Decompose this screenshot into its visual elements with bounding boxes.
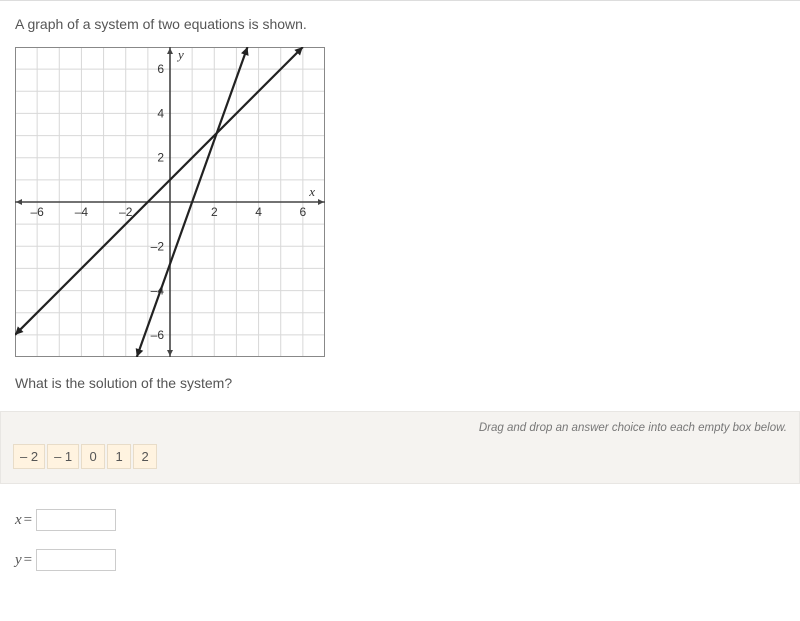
svg-text:4: 4: [255, 205, 262, 219]
answer-choices-panel: Drag and drop an answer choice into each…: [0, 411, 800, 484]
drop-slot-x[interactable]: [36, 509, 116, 531]
answer-choice[interactable]: – 2: [13, 444, 45, 469]
answer-choice[interactable]: – 1: [47, 444, 79, 469]
answer-choice[interactable]: 2: [133, 444, 157, 469]
equals-sign: =: [24, 512, 32, 529]
answer-variable-label: y: [15, 552, 22, 569]
svg-text:2: 2: [157, 151, 164, 165]
answer-row-y: y =: [15, 549, 785, 571]
svg-text:6: 6: [300, 205, 307, 219]
svg-text:–2: –2: [119, 205, 133, 219]
svg-text:–2: –2: [151, 239, 165, 253]
svg-text:2: 2: [211, 205, 218, 219]
answer-row-x: x =: [15, 509, 785, 531]
svg-text:x: x: [308, 184, 315, 199]
question-prompt: A graph of a system of two equations is …: [15, 16, 785, 32]
equals-sign: =: [24, 552, 32, 569]
svg-text:y: y: [176, 47, 184, 62]
drag-drop-hint: Drag and drop an answer choice into each…: [13, 422, 787, 434]
svg-text:–6: –6: [151, 328, 165, 342]
svg-text:6: 6: [157, 62, 164, 76]
answer-variable-label: x: [15, 512, 22, 529]
question-text: What is the solution of the system?: [15, 375, 785, 391]
svg-text:4: 4: [157, 106, 164, 120]
answer-choice[interactable]: 1: [107, 444, 131, 469]
graph: –6–4–2246–6–4–2246xy: [15, 47, 785, 360]
drop-slot-y[interactable]: [36, 549, 116, 571]
answer-choice[interactable]: 0: [81, 444, 105, 469]
svg-text:–4: –4: [75, 205, 89, 219]
answer-choices: – 2– 1012: [13, 444, 787, 469]
svg-text:–6: –6: [30, 205, 44, 219]
